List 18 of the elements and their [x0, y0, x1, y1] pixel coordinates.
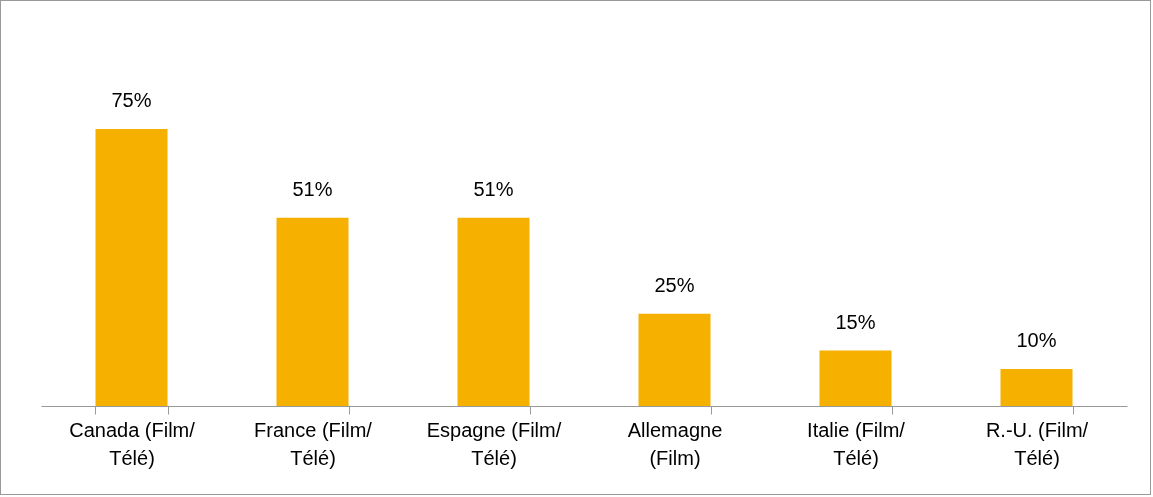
bar [638, 313, 711, 406]
x-tick-label: Allemagne (Film) [627, 418, 723, 469]
bar [819, 350, 892, 406]
bar [276, 217, 349, 406]
bar [457, 217, 530, 406]
x-tick-label: Italie (Film/ Télé) [807, 418, 906, 469]
data-label: 51% [292, 177, 333, 200]
data-label: 51% [473, 177, 514, 200]
bar [95, 129, 168, 406]
data-label: 15% [835, 310, 876, 333]
x-tick-label: R.-U. (Film/ Télé) [985, 418, 1089, 469]
x-tick-label: France (Film/ Télé) [254, 418, 373, 469]
x-tick-label: Espagne (Film/ Télé) [426, 418, 562, 469]
data-label: 75% [111, 89, 152, 112]
x-tick-label: Canada (Film/ Télé) [69, 418, 196, 469]
bar [1000, 369, 1073, 406]
data-label: 25% [654, 273, 695, 296]
data-label: 10% [1016, 329, 1057, 352]
